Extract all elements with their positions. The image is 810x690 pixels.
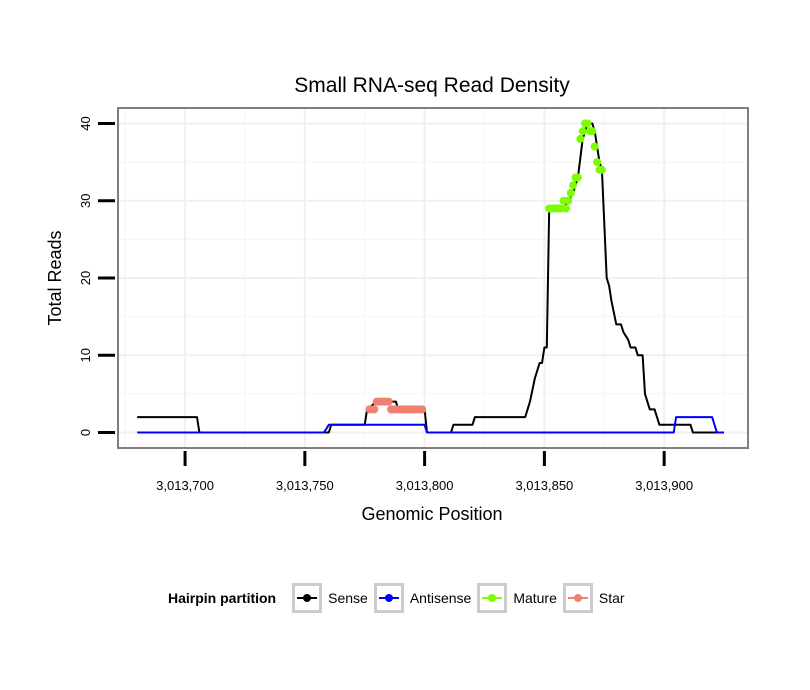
point-mature bbox=[583, 119, 592, 128]
legend-key-sense bbox=[292, 583, 323, 613]
legend-key-mature bbox=[477, 583, 508, 613]
legend-item-mature: Mature bbox=[477, 583, 557, 613]
point-mature bbox=[590, 142, 599, 151]
point-mature bbox=[597, 165, 606, 174]
legend-item-star: Star bbox=[562, 583, 625, 613]
point-star bbox=[370, 405, 379, 414]
y-axis: 0 10 20 30 40 bbox=[78, 116, 115, 436]
point-mature bbox=[588, 127, 597, 136]
x-tick-label: 3,013,750 bbox=[276, 478, 334, 493]
x-tick-label: 3,013,850 bbox=[515, 478, 573, 493]
legend-key-star bbox=[562, 583, 593, 613]
x-axis-label: Genomic Position bbox=[361, 504, 502, 524]
legend-label-sense: Sense bbox=[328, 590, 368, 606]
plot-panel-border bbox=[117, 107, 749, 449]
legend-item-antisense: Antisense bbox=[373, 583, 472, 613]
x-tick-label: 3,013,800 bbox=[396, 478, 454, 493]
series-line-antisense bbox=[137, 416, 724, 434]
y-tick-label: 30 bbox=[78, 193, 93, 207]
legend-label-star: Star bbox=[598, 590, 625, 606]
y-tick-label: 40 bbox=[78, 116, 93, 130]
point-mature bbox=[561, 204, 570, 213]
legend-label-mature: Mature bbox=[513, 590, 557, 606]
point-mature bbox=[576, 134, 585, 143]
y-tick-label: 20 bbox=[78, 271, 93, 285]
y-tick-label: 0 bbox=[78, 429, 93, 436]
point-star bbox=[384, 397, 393, 406]
legend-key-antisense bbox=[373, 583, 404, 613]
chart-title: Small RNA-seq Read Density bbox=[294, 74, 570, 97]
point-mature bbox=[578, 127, 587, 136]
x-tick-label: 3,013,700 bbox=[156, 478, 214, 493]
x-tick-label: 3,013,900 bbox=[635, 478, 693, 493]
point-mature bbox=[566, 189, 575, 197]
point-mature bbox=[564, 196, 573, 205]
point-mature bbox=[593, 158, 602, 167]
series-layer bbox=[137, 119, 724, 434]
point-star bbox=[418, 405, 427, 414]
y-axis-label: Total Reads bbox=[45, 230, 65, 325]
legend: Hairpin partition Sense Antisense Mature… bbox=[168, 578, 631, 618]
legend-title: Hairpin partition bbox=[168, 590, 277, 606]
y-tick-label: 10 bbox=[78, 348, 93, 362]
point-mature bbox=[573, 173, 582, 182]
point-mature bbox=[569, 181, 578, 190]
legend-label-antisense: Antisense bbox=[409, 590, 472, 606]
legend-item-sense: Sense bbox=[292, 583, 368, 613]
x-axis: 3,013,700 3,013,750 3,013,800 3,013,850 3,01… bbox=[156, 451, 693, 493]
